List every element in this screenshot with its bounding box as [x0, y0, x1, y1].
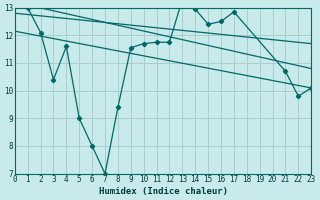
- X-axis label: Humidex (Indice chaleur): Humidex (Indice chaleur): [99, 187, 228, 196]
